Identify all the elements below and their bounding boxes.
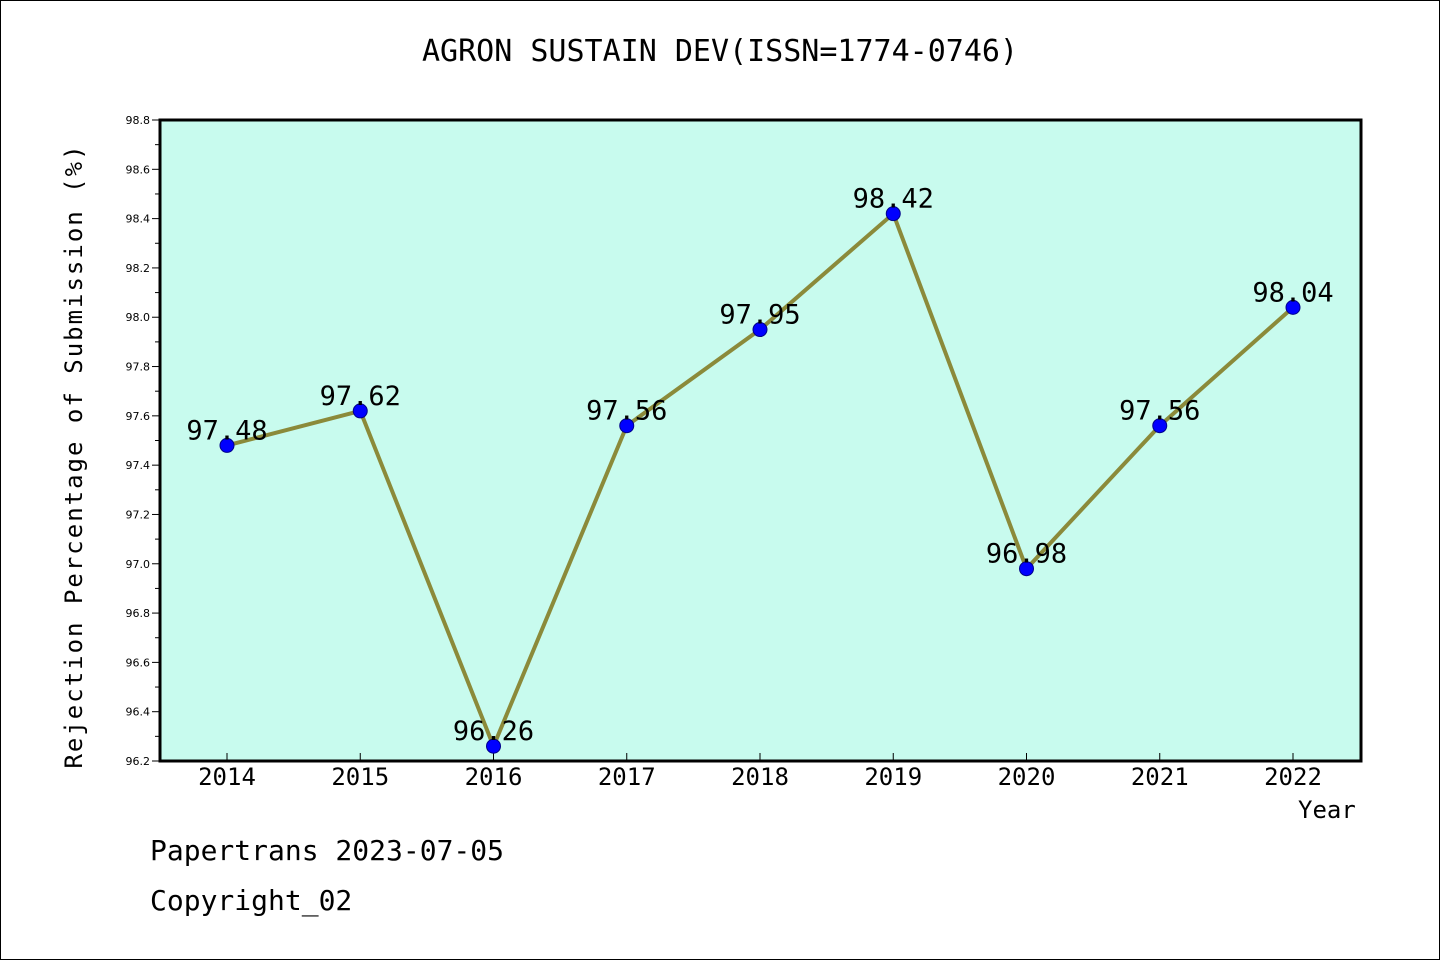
data-point <box>486 738 501 754</box>
data-label: 98.42 <box>853 184 934 215</box>
y-tick-label: 98.6 <box>126 163 151 176</box>
data-point <box>1152 418 1168 434</box>
x-tick-label: 2015 <box>331 763 389 791</box>
data-label: 97.48 <box>186 415 267 446</box>
x-tick-label: 2017 <box>598 763 656 791</box>
y-tick-label: 97.4 <box>126 459 151 472</box>
data-label: 98.04 <box>1252 277 1333 308</box>
x-tick-label: 2019 <box>864 763 922 791</box>
x-tick-label: 2018 <box>731 763 789 791</box>
data-point <box>352 403 368 419</box>
data-label: 97.62 <box>320 381 401 412</box>
y-tick-label: 98.2 <box>126 262 151 275</box>
y-tick-label: 98.0 <box>126 311 151 324</box>
data-label: 97.95 <box>719 300 800 331</box>
y-axis-ticks: 96.2 96.4 96.6 96.8 97.0 97.2 97.4 97.6 97.8 98.0… <box>126 114 160 768</box>
footer-copyright: Copyright_02 <box>150 884 353 917</box>
y-tick-label: 96.4 <box>126 706 151 719</box>
data-point <box>885 206 901 222</box>
x-tick-label: 2022 <box>1264 763 1322 791</box>
x-tick-label: 2021 <box>1131 763 1189 791</box>
y-tick-label: 96.6 <box>126 656 151 669</box>
y-tick-label: 96.2 <box>126 755 151 768</box>
plot-area <box>158 118 1363 763</box>
chart-title: AGRON SUSTAIN DEV(ISSN=1774-0746) <box>421 34 1019 69</box>
footer-source: Papertrans 2023-07-05 <box>150 834 505 867</box>
markers-group <box>219 206 1301 754</box>
data-point <box>752 322 768 338</box>
x-axis-label: Year <box>1298 796 1356 824</box>
data-label: 96.26 <box>453 716 534 747</box>
data-labels-group: 97.48 97.62 96.26 97.56 97.95 98.42 96.98 97.56… <box>186 184 1333 748</box>
y-tick-label: 98.4 <box>126 213 151 226</box>
x-tick-label: 2020 <box>998 763 1056 791</box>
x-axis-ticks: 2014 2015 2016 2017 2018 2019 2020 2021 2022 <box>198 753 1322 791</box>
y-axis-label: Rejection Percentage of Submission (%) <box>60 143 88 769</box>
data-point <box>619 418 635 434</box>
data-point <box>1285 299 1301 315</box>
y-tick-label: 97.0 <box>126 558 151 571</box>
x-tick-label: 2014 <box>198 763 256 791</box>
y-tick-label: 97.8 <box>126 361 151 374</box>
data-label: 97.56 <box>586 396 667 427</box>
data-point <box>219 437 235 453</box>
y-tick-label: 97.6 <box>126 410 151 423</box>
y-tick-label: 97.2 <box>126 508 151 521</box>
x-tick-label: 2016 <box>465 763 523 791</box>
data-point <box>1019 561 1034 577</box>
y-tick-label: 98.8 <box>126 114 151 127</box>
data-label: 97.56 <box>1119 396 1200 427</box>
y-tick-label: 96.8 <box>126 607 151 620</box>
data-label: 96.98 <box>986 539 1067 570</box>
